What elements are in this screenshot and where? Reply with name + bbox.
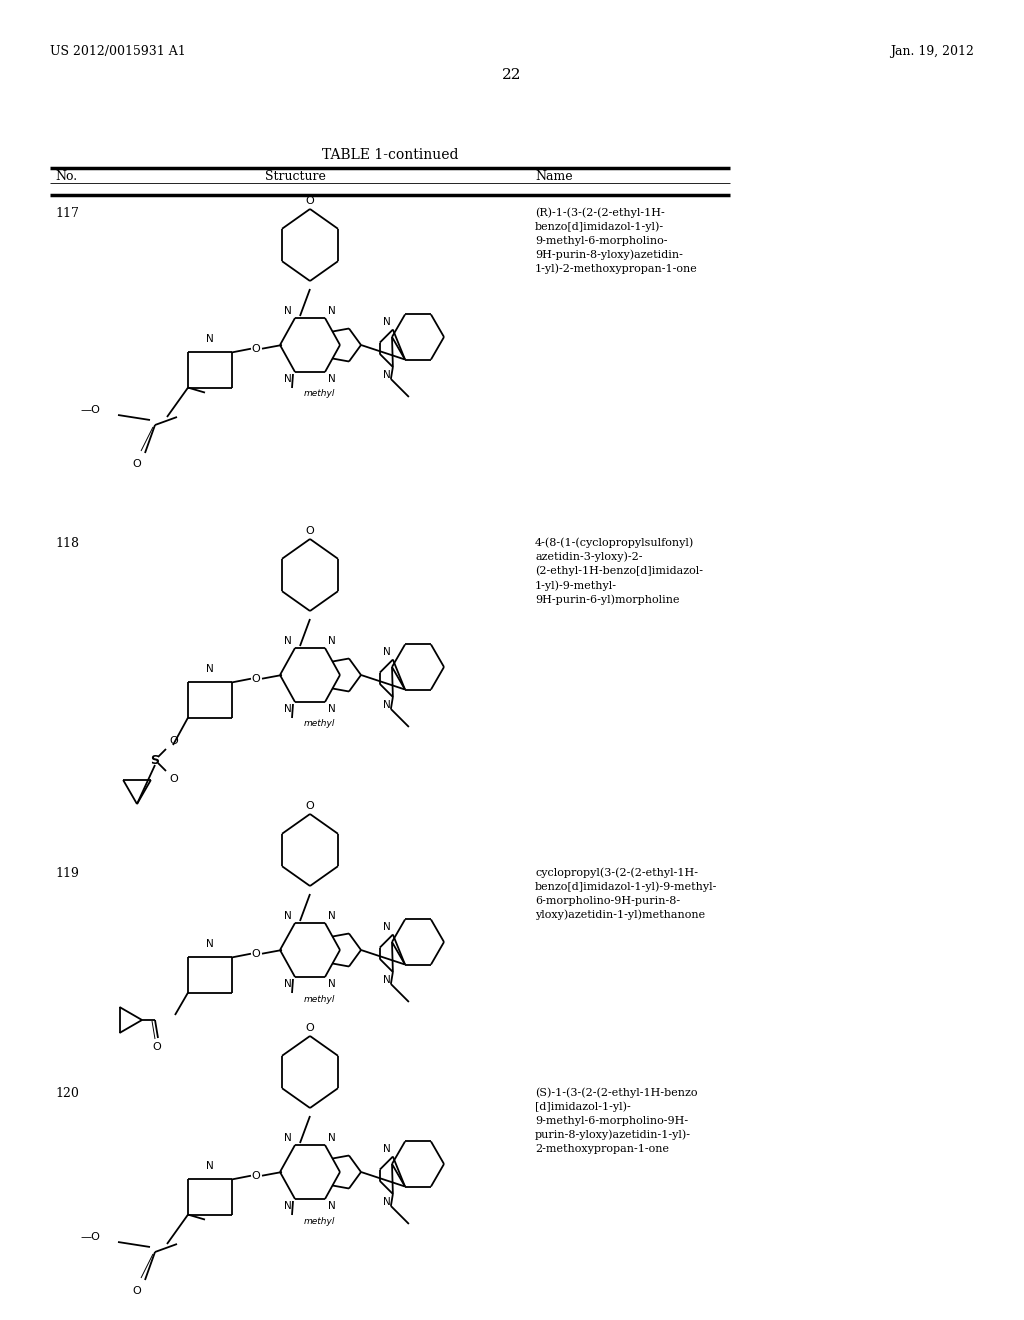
Text: O: O (153, 1041, 162, 1052)
Text: N: N (383, 647, 391, 656)
Text: N: N (383, 317, 391, 326)
Text: N: N (285, 374, 292, 384)
Text: O: O (305, 525, 314, 536)
Text: (S)-1-(3-(2-(2-ethyl-1H-benzo
[d]imidazol-1-yl)-
9-methyl-6-morpholino-9H-
purin: (S)-1-(3-(2-(2-ethyl-1H-benzo [d]imidazo… (535, 1086, 697, 1154)
Text: 120: 120 (55, 1086, 79, 1100)
Text: 117: 117 (55, 207, 79, 220)
Text: N: N (285, 636, 292, 645)
Text: N: N (328, 1201, 336, 1210)
Text: (R)-1-(3-(2-(2-ethyl-1H-
benzo[d]imidazol-1-yl)-
9-methyl-6-morpholino-
9H-purin: (R)-1-(3-(2-(2-ethyl-1H- benzo[d]imidazo… (535, 207, 697, 275)
Text: N: N (383, 370, 391, 380)
Text: methyl: methyl (304, 719, 336, 729)
Text: O: O (169, 737, 178, 746)
Text: N: N (383, 1197, 391, 1206)
Text: methyl: methyl (304, 994, 336, 1003)
Text: Name: Name (535, 170, 572, 183)
Text: O: O (252, 949, 260, 958)
Text: No.: No. (55, 170, 77, 183)
Text: O: O (133, 1286, 141, 1296)
Text: S: S (151, 754, 160, 767)
Text: N: N (285, 1133, 292, 1143)
Text: O: O (252, 343, 260, 354)
Text: 22: 22 (502, 69, 522, 82)
Text: Structure: Structure (264, 170, 326, 183)
Text: TABLE 1-continued: TABLE 1-continued (322, 148, 459, 162)
Text: 119: 119 (55, 867, 79, 880)
Text: N: N (383, 1143, 391, 1154)
Text: N: N (285, 306, 292, 315)
Text: 118: 118 (55, 537, 79, 550)
Text: N: N (328, 911, 336, 921)
Text: N: N (285, 1201, 292, 1210)
Text: 4-(8-(1-(cyclopropylsulfonyl)
azetidin-3-yloxy)-2-
(2-ethyl-1H-benzo[d]imidazol-: 4-(8-(1-(cyclopropylsulfonyl) azetidin-3… (535, 537, 703, 606)
Text: methyl: methyl (304, 1217, 336, 1225)
Text: N: N (206, 664, 214, 675)
Text: O: O (133, 459, 141, 469)
Text: O: O (305, 801, 314, 810)
Text: N: N (383, 700, 391, 710)
Text: O: O (169, 774, 178, 784)
Text: methyl: methyl (304, 389, 336, 399)
Text: O: O (305, 195, 314, 206)
Text: cyclopropyl(3-(2-(2-ethyl-1H-
benzo[d]imidazol-1-yl)-9-methyl-
6-morpholino-9H-p: cyclopropyl(3-(2-(2-ethyl-1H- benzo[d]im… (535, 867, 718, 920)
Text: O: O (305, 1023, 314, 1034)
Text: US 2012/0015931 A1: US 2012/0015931 A1 (50, 45, 185, 58)
Text: N: N (206, 1162, 214, 1171)
Text: N: N (328, 374, 336, 384)
Text: O: O (252, 673, 260, 684)
Text: N: N (383, 921, 391, 932)
Text: O: O (252, 1171, 260, 1180)
Text: Jan. 19, 2012: Jan. 19, 2012 (890, 45, 974, 58)
Text: N: N (328, 1133, 336, 1143)
Text: N: N (206, 940, 214, 949)
Text: —O: —O (80, 1232, 100, 1242)
Text: N: N (206, 334, 214, 345)
Text: N: N (285, 979, 292, 989)
Text: N: N (328, 979, 336, 989)
Text: N: N (328, 306, 336, 315)
Text: N: N (328, 636, 336, 645)
Text: N: N (383, 975, 391, 985)
Text: N: N (285, 704, 292, 714)
Text: —O: —O (80, 405, 100, 414)
Text: N: N (328, 704, 336, 714)
Text: N: N (285, 911, 292, 921)
